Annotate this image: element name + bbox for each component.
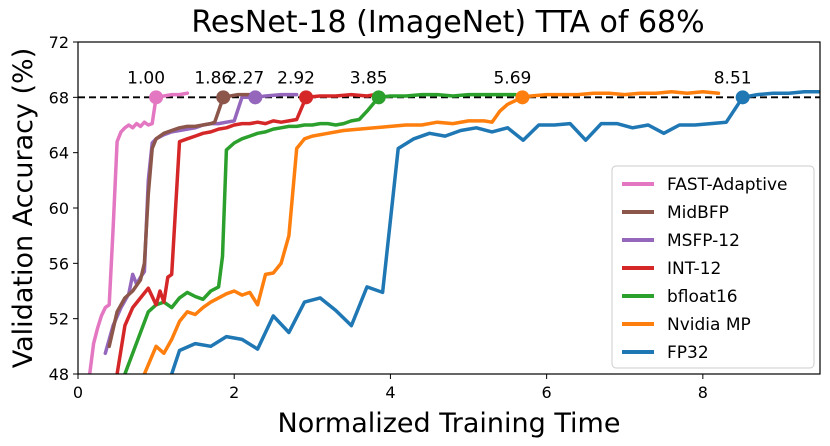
tta-label-bfloat16: 3.85 <box>350 68 388 88</box>
tta-label-msfp-12: 2.27 <box>226 68 264 88</box>
y-tick-label: 68 <box>49 88 69 107</box>
legend: FAST-Adaptive MidBFP MSFP-12 INT-12 bfloat16… <box>611 165 815 369</box>
series-line-fp32 <box>169 90 820 374</box>
x-axis-title: Normalized Training Time <box>278 408 621 439</box>
x-tick-label: 0 <box>73 383 83 402</box>
y-tick-label: 60 <box>49 199 69 218</box>
chart-title: ResNet-18 (ImageNet) TTA of 68% <box>191 5 704 40</box>
tta-marker-msfp-12 <box>248 90 263 105</box>
tta-marker-bfloat16 <box>371 90 386 105</box>
legend-label-int-12: INT-12 <box>667 259 721 279</box>
legend-box <box>611 165 815 369</box>
x-tick-label: 8 <box>698 383 708 402</box>
y-tick-label: 48 <box>49 365 69 384</box>
tta-marker-int-12 <box>299 90 314 105</box>
series-line-nvidia-mp <box>142 90 721 374</box>
legend-label-nvidia-mp: Nvidia MP <box>667 315 751 335</box>
legend-label-fast-adaptive: FAST-Adaptive <box>667 175 787 195</box>
legend-label-midbfp: MidBFP <box>667 203 729 223</box>
legend-label-bfloat16: bfloat16 <box>667 287 738 307</box>
y-tick-label: 52 <box>49 310 69 329</box>
tta-markers: 1.00 1.862.27 2.92 3.85 5.69 8.51 <box>127 68 752 105</box>
x-tick-label: 4 <box>385 383 395 402</box>
series-line-bfloat16 <box>123 92 518 374</box>
tta-marker-fast-adaptive <box>149 90 164 105</box>
tta-label-fast-adaptive: 1.00 <box>127 68 165 88</box>
tta-label-fp32: 8.51 <box>714 68 752 88</box>
legend-label-msfp-12: MSFP-12 <box>667 231 740 251</box>
legend-label-fp32: FP32 <box>667 343 709 363</box>
y-tick-label: 72 <box>49 33 69 52</box>
tta-marker-nvidia-mp <box>515 90 530 105</box>
x-tick-label: 6 <box>542 383 552 402</box>
y-tick-label: 56 <box>49 254 69 273</box>
tta-marker-midbfp <box>216 90 231 105</box>
y-axis-title: Validation Accuracy (%) <box>8 48 39 368</box>
tta-label-midbfp: 1.86 <box>194 68 232 88</box>
x-tick-label: 2 <box>229 383 239 402</box>
tta-marker-fp32 <box>735 90 750 105</box>
tta-label-int-12: 2.92 <box>277 68 315 88</box>
tta-label-nvidia-mp: 5.69 <box>493 68 531 88</box>
y-tick-label: 64 <box>49 144 69 163</box>
series-line-msfp-12 <box>103 92 299 356</box>
